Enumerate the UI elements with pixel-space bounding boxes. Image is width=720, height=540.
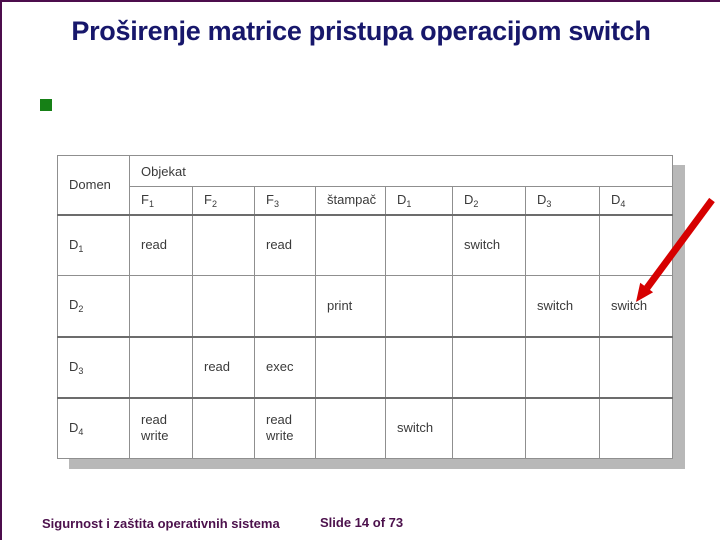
matrix-cell	[315, 213, 386, 276]
matrix-cell	[385, 213, 453, 276]
matrix-cell	[129, 275, 193, 337]
matrix-cell	[598, 396, 674, 459]
matrix-cell	[192, 275, 255, 337]
matrix-cell: switch	[385, 396, 453, 459]
column-header-f1: F1	[129, 186, 193, 215]
row-header-d4: D4	[57, 396, 130, 459]
matrix-cell	[452, 396, 526, 459]
row-header-d3: D3	[57, 335, 130, 398]
access-matrix: Domen Objekat F1 F2 F3 štampač D1 D2 D3 …	[57, 155, 674, 459]
matrix-cell: read write	[254, 396, 316, 459]
matrix-cell	[192, 213, 255, 276]
matrix-cell: read	[254, 213, 316, 276]
bullet-square-icon	[40, 99, 52, 111]
table-row-d4: D4 read write read write switch	[57, 396, 674, 459]
matrix-cell: print	[315, 275, 386, 337]
matrix-cell	[129, 335, 193, 398]
matrix-cell: switch	[452, 213, 526, 276]
column-header-d2: D2	[452, 186, 526, 215]
column-header-f3: F3	[254, 186, 316, 215]
matrix-cell	[452, 275, 526, 337]
column-header-d1: D1	[385, 186, 453, 215]
table-row-d1: D1 read read switch	[57, 213, 674, 276]
bullet-item	[40, 99, 62, 111]
row-header-d1: D1	[57, 213, 130, 276]
slide-title: Proširenje matrice pristupa operacijom s…	[71, 16, 651, 46]
matrix-cell: read	[192, 335, 255, 398]
column-header-f2: F2	[192, 186, 255, 215]
matrix-cell	[254, 275, 316, 337]
matrix-cell	[192, 396, 255, 459]
matrix-cell	[525, 213, 600, 276]
matrix-cell	[385, 275, 453, 337]
matrix-cell	[385, 335, 453, 398]
matrix-cell: read write	[129, 396, 193, 459]
table-row-d2: D2 print switch switch	[57, 275, 674, 337]
corner-header: Domen	[57, 155, 130, 215]
matrix-cell	[525, 396, 600, 459]
matrix-cell: exec	[254, 335, 316, 398]
matrix-cell	[598, 213, 674, 276]
matrix-cell	[452, 335, 526, 398]
column-header-d3: D3	[525, 186, 600, 215]
column-header-d4: D4	[598, 186, 674, 215]
matrix-cell: read	[129, 213, 193, 276]
group-header: Objekat	[128, 155, 674, 187]
column-header-stampac: štampač	[315, 186, 386, 215]
row-header-d2: D2	[57, 275, 130, 337]
matrix-cell	[315, 335, 386, 398]
footer-course-title: Sigurnost i zaštita operativnih sistema	[42, 516, 280, 531]
matrix-cell	[598, 335, 674, 398]
access-matrix-table: Domen Objekat F1 F2 F3 štampač D1 D2 D3 …	[57, 155, 674, 459]
matrix-cell: switch	[525, 275, 600, 337]
table-row-d3: D3 read exec	[57, 335, 674, 398]
matrix-cell-switch-target: switch	[598, 275, 674, 337]
matrix-cell	[315, 396, 386, 459]
footer-slide-number: Slide 14 of 73	[320, 515, 404, 530]
matrix-cell	[525, 335, 600, 398]
